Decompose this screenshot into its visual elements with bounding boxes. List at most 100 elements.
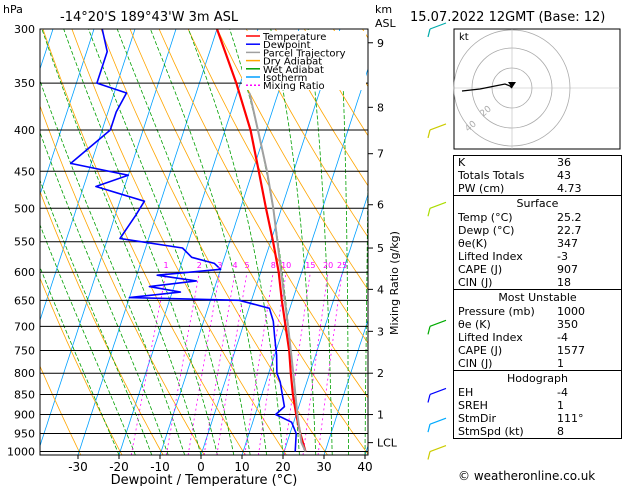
- index-label: EH: [458, 386, 474, 399]
- mixing-ratio-line: [302, 272, 329, 455]
- series-layer: [69, 29, 307, 452]
- mixing-ratio-line: [130, 272, 167, 455]
- index-row: CIN (J) 1: [454, 357, 621, 370]
- hpa-label: hPa: [3, 3, 23, 16]
- wind-barb: [427, 201, 447, 217]
- mixing-ratio-label: 15: [305, 261, 315, 270]
- temperature-tick-label: -30: [68, 460, 88, 474]
- index-value: 8: [557, 425, 564, 438]
- legend-label: Dewpoint: [263, 40, 311, 51]
- dry-adiabat-line: [129, 29, 368, 455]
- wind-barbs: [427, 22, 447, 460]
- legend-box: [242, 31, 366, 90]
- plot-frame: [39, 28, 369, 456]
- temperature-tick-label: 20: [275, 460, 290, 474]
- wet-adiabat-line: [40, 131, 169, 455]
- index-label: K: [458, 156, 466, 169]
- pressure-tick-label: 450: [14, 165, 35, 178]
- dry-adiabat-line: [100, 29, 328, 455]
- index-value: 1000: [557, 305, 585, 318]
- index-row: StmSpd (kt) 8: [454, 425, 621, 438]
- km-label: km: [375, 3, 392, 16]
- index-row: K 36: [454, 156, 621, 169]
- pressure-tick-label: 850: [14, 388, 35, 401]
- dry-adiabat-line: [42, 29, 246, 455]
- pressure-tick-label: 550: [14, 236, 35, 249]
- mixing-ratio-line: [283, 272, 311, 455]
- index-row: Lifted Index -4: [454, 331, 621, 344]
- index-label: StmSpd (kt): [458, 425, 524, 438]
- index-value: 22.7: [557, 224, 582, 237]
- mixing-ratio-line: [258, 272, 287, 455]
- most-unstable-title: Most Unstable: [498, 291, 577, 304]
- km-tick-label: 3: [377, 325, 384, 338]
- isotherm-line: [0, 29, 12, 455]
- mixing-ratio-axis-title: Mixing Ratio (g/kg): [388, 231, 401, 335]
- wet-adiabat-line: [340, 29, 350, 455]
- legend-label: Mixing Ratio: [263, 81, 325, 92]
- index-label: Temp (°C): [458, 211, 513, 224]
- dry-adiabat-line: [187, 29, 368, 344]
- index-label: CIN (J): [458, 276, 493, 289]
- wet-adiabat-line: [270, 29, 317, 455]
- mixing-ratio-label: 2: [197, 261, 202, 270]
- mixing-ratio-label: 3: [217, 261, 222, 270]
- mixing-ratio-label: 25: [337, 261, 347, 270]
- most-unstable-group: Most Unstable Pressure (mb) 1000 θe (K) 350…: [454, 289, 621, 370]
- km-tick-label: 7: [377, 148, 384, 161]
- location-title: -14°20'S 189°43'W 3m ASL: [60, 10, 239, 25]
- parcel-trajectory-line: [248, 92, 307, 452]
- pressure-tick-label: 350: [14, 77, 35, 90]
- index-value: -4: [557, 331, 568, 344]
- wind-barb: [427, 417, 447, 433]
- wind-barb: [427, 444, 447, 460]
- wet-adiabat-line: [41, 29, 202, 455]
- index-label: CAPE (J): [458, 263, 503, 276]
- pressure-tick-label: 600: [14, 266, 35, 279]
- asl-label: ASL: [375, 17, 397, 30]
- index-value: 1: [557, 399, 564, 412]
- index-row: Dewp (°C) 22.7: [454, 224, 621, 237]
- index-value: -3: [557, 250, 568, 263]
- isotherm-line: [40, 29, 95, 196]
- legend-label: Isotherm: [263, 73, 307, 84]
- pressure-tick-label: 1000: [7, 446, 35, 459]
- km-tick-label: 4: [377, 283, 384, 296]
- surface-title: Surface: [516, 197, 559, 210]
- pressure-tick-label: 650: [14, 294, 35, 307]
- km-tick-label: 2: [377, 367, 384, 380]
- index-row: Totals Totals 43: [454, 169, 621, 182]
- surface-group: Surface Temp (°C) 25.2 Dewp (°C) 22.7 θe(K) 3…: [454, 195, 621, 289]
- index-label: Totals Totals: [458, 169, 525, 182]
- index-row: θe (K) 350: [454, 318, 621, 331]
- index-label: CIN (J): [458, 357, 493, 370]
- wet-adiabat-line: [40, 265, 120, 455]
- isotherm-line: [118, 29, 259, 455]
- km-tick-label: 6: [377, 199, 384, 212]
- wet-adiabat-line: [63, 29, 218, 455]
- dewpoint-line: [69, 29, 298, 452]
- index-label: Dewp (°C): [458, 224, 515, 237]
- index-label: SREH: [458, 399, 488, 412]
- wet-adiabat-line: [40, 223, 136, 455]
- wet-adiabat-line: [116, 29, 251, 455]
- index-row: Lifted Index -3: [454, 250, 621, 263]
- index-value: 1577: [557, 344, 585, 357]
- legend-label: Temperature: [262, 32, 326, 43]
- mixing-ratio-label: 4: [232, 261, 237, 270]
- wet-adiabat-line: [40, 179, 153, 455]
- dry-adiabat-line: [40, 277, 123, 455]
- pressure-tick-label: 950: [14, 428, 35, 441]
- index-row: SREH 1: [454, 399, 621, 412]
- pressure-tick-label: 750: [14, 345, 35, 358]
- wet-adiabat-line: [307, 29, 333, 455]
- pressure-tick-label: 500: [14, 202, 35, 215]
- wet-adiabat-line: [150, 29, 267, 455]
- mixing-ratio-label: 8: [271, 261, 276, 270]
- pressure-lines: [40, 28, 368, 453]
- km-tick-label: 1: [377, 409, 384, 422]
- dry-adiabat-line: [40, 365, 82, 455]
